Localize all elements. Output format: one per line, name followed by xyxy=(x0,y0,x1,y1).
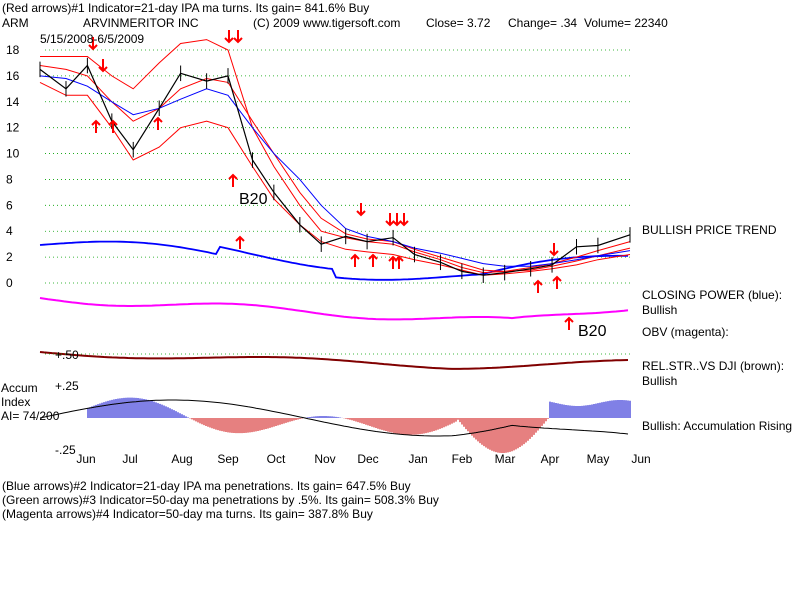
y-tick-label: 4 xyxy=(6,224,13,238)
x-tick-label: May xyxy=(587,452,610,466)
signal-arrow xyxy=(392,213,402,227)
footer-line2: (Green arrows)#3 Indicator=50-day ma pen… xyxy=(2,493,439,507)
x-tick-label: Apr xyxy=(541,452,560,466)
y-tick-label: 8 xyxy=(6,172,13,186)
bullish-price-trend: BULLISH PRICE TREND xyxy=(642,223,777,237)
signal-arrow xyxy=(91,119,101,133)
val-plus-50: +.50 xyxy=(55,348,79,362)
x-tick-label: Jun xyxy=(631,452,650,466)
signal-arrow xyxy=(368,253,378,267)
y-tick-labels: 18 16 14 12 10 8 6 4 2 0 xyxy=(6,43,20,290)
x-tick-labels: Jun Jul Aug Sep Oct Nov Dec Jan Feb Mar Apr May Jun xyxy=(76,452,650,466)
val-minus-25: -.25 xyxy=(55,443,76,457)
date-range: 5/15/2008-6/5/2009 xyxy=(40,32,145,46)
x-tick-label: Feb xyxy=(452,452,473,466)
price-series xyxy=(39,39,631,283)
footer-line3: (Magenta arrows)#4 Indicator=50-day ma t… xyxy=(2,507,373,521)
ma-middle-band xyxy=(39,65,631,272)
x-tick-label: Mar xyxy=(495,452,516,466)
signal-arrow xyxy=(356,203,366,217)
accum-rising-label: Bullish: Accumulation Rising xyxy=(642,419,793,433)
accum-title-1: Accum xyxy=(1,381,38,395)
y-tick-label: 2 xyxy=(6,250,13,264)
obv-label: OBV (magenta): xyxy=(642,325,729,339)
y-tick-label: 14 xyxy=(6,95,20,109)
signal-arrow xyxy=(394,255,404,269)
header-line1: (Red arrows)#1 Indicator=21-day IPA ma t… xyxy=(2,1,370,15)
change-value: Change= .34 xyxy=(508,16,578,30)
signal-arrow xyxy=(108,119,118,133)
x-tick-label: Jun xyxy=(76,452,95,466)
b20-label-1: B20 xyxy=(239,191,268,208)
signal-arrow xyxy=(88,37,98,51)
signal-arrow xyxy=(549,243,559,257)
b20-label-2: B20 xyxy=(578,323,607,340)
signal-arrow xyxy=(228,173,238,187)
x-tick-label: Jul xyxy=(122,452,137,466)
signal-arrow xyxy=(385,213,395,227)
ma-lower-band xyxy=(39,81,631,276)
y-tick-label: 10 xyxy=(6,147,20,161)
x-tick-label: Jan xyxy=(408,452,427,466)
signal-arrow xyxy=(98,59,108,73)
obv-line xyxy=(39,297,629,321)
signal-arrow xyxy=(153,116,163,130)
closing-power-line xyxy=(39,240,629,281)
close-value: Close= 3.72 xyxy=(426,16,491,30)
val-plus-25: +.25 xyxy=(55,379,79,393)
signal-arrow xyxy=(564,316,574,330)
accum-title-2: Index xyxy=(1,395,31,409)
company-name: ARVINMERITOR INC xyxy=(83,16,199,30)
copyright: (C) 2009 www.tigersoft.com xyxy=(253,16,401,30)
y-tick-label: 12 xyxy=(6,121,20,135)
signal-arrow xyxy=(399,213,409,227)
relstr-line xyxy=(39,351,629,370)
footer-line1: (Blue arrows)#2 Indicator=21-day IPA ma … xyxy=(2,479,411,493)
y-tick-label: 6 xyxy=(6,198,13,212)
signal-arrow xyxy=(533,279,543,293)
indicator-panels xyxy=(39,240,631,453)
ma-blue-line xyxy=(39,75,631,267)
x-tick-label: Dec xyxy=(357,452,378,466)
signal-arrows xyxy=(88,30,574,330)
ai-value: AI= 74/200 xyxy=(1,409,60,423)
closing-power-label: CLOSING POWER (blue): xyxy=(642,288,783,302)
x-tick-label: Sep xyxy=(217,452,239,466)
relstr-status: Bullish xyxy=(642,374,678,388)
volume-value: Volume= 22340 xyxy=(584,16,668,30)
x-tick-label: Aug xyxy=(171,452,192,466)
ticker-symbol: ARM xyxy=(2,16,29,30)
chart-grid xyxy=(45,49,630,284)
signal-arrow xyxy=(552,275,562,289)
ma-upper-band xyxy=(40,39,631,274)
signal-arrow xyxy=(350,253,360,267)
x-tick-label: Oct xyxy=(267,452,286,466)
relstr-label: REL.STR..VS DJI (brown): xyxy=(642,359,785,373)
y-tick-label: 16 xyxy=(6,69,20,83)
signal-arrow xyxy=(235,235,245,249)
signal-arrow xyxy=(224,30,234,44)
closing-power-status: Bullish xyxy=(642,303,678,317)
x-tick-label: Nov xyxy=(314,452,335,466)
price-line xyxy=(39,64,631,276)
accum-signal-line xyxy=(39,399,629,437)
y-tick-label: 0 xyxy=(6,276,13,290)
y-tick-label: 18 xyxy=(6,43,20,57)
signal-arrow xyxy=(233,30,243,44)
